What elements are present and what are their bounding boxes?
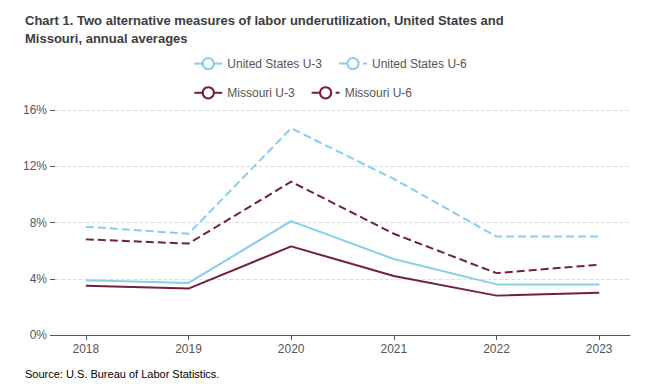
svg-text:2019: 2019 — [175, 342, 202, 356]
svg-text:2023: 2023 — [586, 342, 613, 356]
svg-text:Missouri U-6: Missouri U-6 — [345, 86, 413, 100]
svg-text:16%: 16% — [23, 103, 47, 117]
svg-text:Missouri U-3: Missouri U-3 — [227, 86, 295, 100]
svg-text:United States U-3: United States U-3 — [227, 57, 322, 71]
svg-text:0%: 0% — [30, 328, 48, 342]
svg-text:Missouri, annual averages: Missouri, annual averages — [25, 31, 188, 46]
svg-text:2020: 2020 — [278, 342, 305, 356]
svg-text:Chart 1. Two alternative measu: Chart 1. Two alternative measures of lab… — [25, 13, 504, 28]
svg-text:2021: 2021 — [380, 342, 407, 356]
svg-text:12%: 12% — [23, 159, 47, 173]
svg-text:Source: U.S. Bureau of Labor S: Source: U.S. Bureau of Labor Statistics. — [25, 368, 219, 380]
svg-text:United States U-6: United States U-6 — [372, 57, 467, 71]
svg-text:8%: 8% — [30, 216, 48, 230]
svg-text:2022: 2022 — [483, 342, 510, 356]
svg-text:2018: 2018 — [72, 342, 99, 356]
svg-text:4%: 4% — [30, 272, 48, 286]
